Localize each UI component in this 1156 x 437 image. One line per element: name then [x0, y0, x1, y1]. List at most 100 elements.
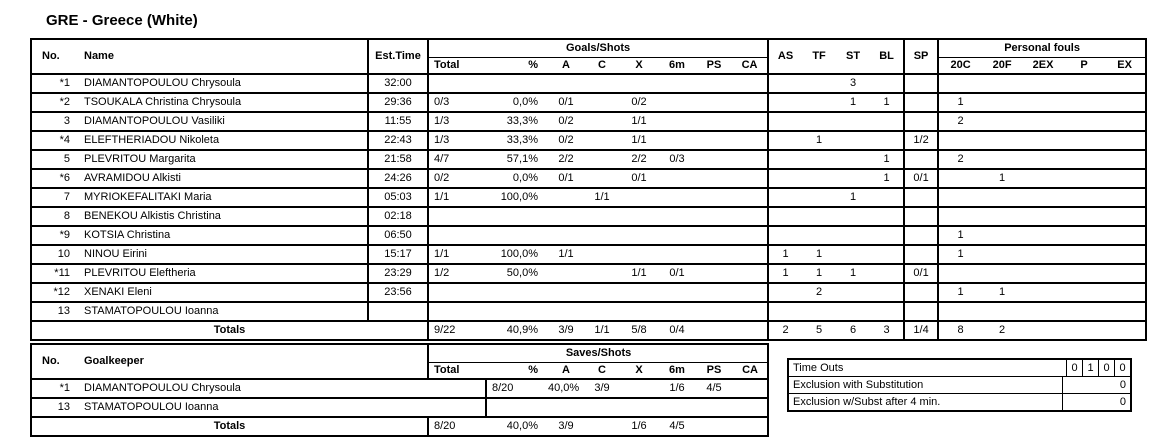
shots-6m: [658, 74, 696, 93]
gk-name: DIAMANTOPOULOU Chrysoula: [84, 381, 241, 394]
assists: [767, 93, 803, 112]
sprints: 0/1: [903, 169, 940, 188]
player-number: 7: [63, 190, 70, 203]
turnover-fouls: 5: [816, 323, 823, 336]
header-total: Total: [427, 57, 486, 74]
steals: 1: [850, 95, 857, 108]
goalkeeper-row: *1 DIAMANTOPOULOU Chrysoula 8/20 40,0% 3/9 1/…: [31, 379, 769, 398]
exclusion-4min-value: 0: [1062, 394, 1130, 410]
est-time: 23:56: [367, 283, 428, 302]
shots-total: [427, 74, 486, 93]
saves-centre: [620, 379, 658, 398]
sprints: [903, 226, 940, 245]
shots-pct: [486, 302, 548, 321]
shots-counterattack: [732, 74, 768, 93]
gk-header-name: Goalkeeper: [84, 354, 144, 367]
fouls-20f: 1: [999, 171, 1006, 184]
fouls-20f: [982, 226, 1022, 245]
gk-header-6m: 6m: [669, 363, 685, 376]
steals: 1: [850, 190, 857, 203]
fouls-p: [1064, 264, 1104, 283]
players-stats-table: No. Name Est.Time Goals/Shots AS TF ST B…: [30, 38, 1148, 341]
shots-penalty: [696, 321, 732, 340]
shots-total: [427, 207, 486, 226]
gk-number: 13: [57, 400, 70, 413]
shots-action: [548, 283, 584, 302]
sprints: [903, 93, 940, 112]
steals: [836, 150, 870, 169]
fouls-20f: [982, 131, 1022, 150]
gk-header-x: X: [635, 363, 643, 376]
player-row: *12 XENAKI Eleni 23:56 2 1 1: [31, 283, 1147, 302]
shots-centre: 1/1: [594, 190, 610, 203]
est-time: [367, 302, 428, 321]
header-2ex: 2EX: [1032, 58, 1054, 71]
fouls-20c: 1: [957, 95, 964, 108]
player-name: STAMATOPOULOU Ioanna: [84, 304, 219, 317]
player-number: *1: [59, 76, 70, 89]
gk-name: STAMATOPOULOU Ioanna: [84, 400, 219, 413]
fouls-20f: [982, 150, 1022, 169]
player-row: *2 TSOUKALA Christina Chrysoula 29:36 0/3 0,…: [31, 93, 1147, 112]
turnover-fouls: 1: [816, 247, 823, 260]
shots-pct: 100,0%: [500, 247, 538, 260]
header-ps: PS: [706, 58, 722, 71]
sprints: 0/1: [903, 264, 940, 283]
player-number: 13: [57, 304, 70, 317]
fouls-ex: [1104, 207, 1146, 226]
shots-action: 3/9: [558, 323, 574, 336]
team-title: GRE - Greece (White): [46, 12, 198, 29]
header-p: P: [1080, 58, 1088, 71]
fouls-2ex: [1022, 188, 1064, 207]
steals: 6: [850, 323, 857, 336]
shots-centre: [584, 264, 620, 283]
shots-penalty: [696, 169, 732, 188]
turnover-fouls: [802, 169, 836, 188]
exclusion-substitution-label: Exclusion with Substitution: [793, 379, 924, 391]
player-row: *6 AVRAMIDOU Alkisti 24:26 0/2 0,0% 0/1 0/1 1 0/…: [31, 169, 1147, 188]
shots-counterattack: [732, 302, 768, 321]
shots-penalty: [696, 131, 732, 150]
assists: [767, 188, 803, 207]
timeout-period-2: 1: [1082, 360, 1098, 376]
shots-6m: [658, 302, 696, 321]
sprints: [903, 302, 940, 321]
fouls-20f: [982, 264, 1022, 283]
fouls-2ex: [1022, 302, 1064, 321]
player-name: NINOU Eirini: [84, 247, 147, 260]
shots-centre: [584, 169, 620, 188]
assists: [767, 302, 803, 321]
est-time: 11:55: [367, 112, 428, 131]
steals: [836, 302, 870, 321]
header-personal-fouls-group: Personal fouls: [938, 39, 1147, 58]
player-name: PLEVRITOU Margarita: [84, 152, 196, 165]
sprints: [903, 283, 940, 302]
fouls-2ex: [1022, 74, 1064, 93]
saves-extra: [658, 398, 696, 417]
shots-6m: 0/3: [669, 152, 685, 165]
est-time: 22:43: [367, 131, 428, 150]
shots-counterattack: [732, 93, 768, 112]
goalkeeper-row: 13 STAMATOPOULOU Ioanna: [31, 398, 769, 417]
turnover-fouls: 1: [816, 266, 823, 279]
shots-counterattack: [732, 245, 768, 264]
turnover-fouls: [802, 74, 836, 93]
shots-penalty: [696, 283, 732, 302]
shots-pct: 50,0%: [506, 266, 538, 279]
shots-action: [548, 226, 584, 245]
shots-pct: 0,0%: [512, 95, 538, 108]
fouls-ex: [1104, 283, 1146, 302]
player-row: 10 NINOU Eirini 15:17 1/1 100,0% 1/1 1 1 1: [31, 245, 1147, 264]
header-x: X: [635, 58, 643, 71]
player-number: *11: [54, 266, 70, 279]
fouls-p: [1064, 302, 1104, 321]
fouls-20c: [938, 74, 982, 93]
est-time: 24:26: [367, 169, 428, 188]
player-row: *11 PLEVRITOU Eleftheria 23:29 1/2 50,0% 1/1 0…: [31, 264, 1147, 283]
report-page: GRE - Greece (White) No. Name Est.Time G…: [30, 10, 1148, 437]
shots-centre: [584, 283, 620, 302]
gk-header-a: A: [562, 363, 570, 376]
player-number: *6: [59, 171, 70, 184]
fouls-2ex: [1022, 112, 1064, 131]
shots-total: 1/3: [427, 131, 486, 150]
